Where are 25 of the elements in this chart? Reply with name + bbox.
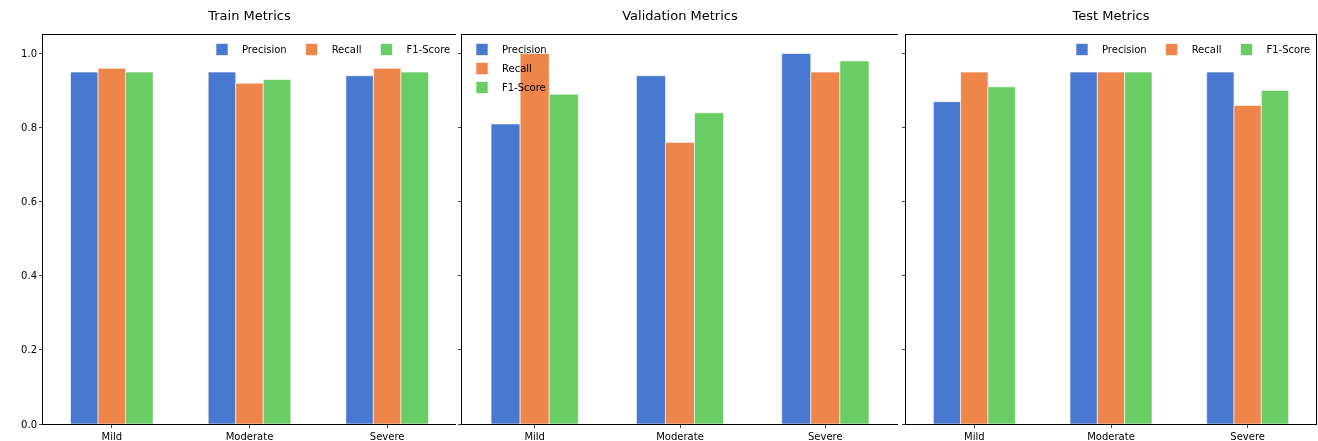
legend-label: Precision xyxy=(502,44,547,56)
x-tick-label: Mild xyxy=(964,431,985,441)
legend-label: Recall xyxy=(1191,44,1222,56)
legend-label: Precision xyxy=(242,44,287,56)
x-tick-label: Severe xyxy=(369,431,405,441)
x-tick-label: Moderate xyxy=(656,431,704,441)
x-tick-label: Mild xyxy=(101,431,123,441)
y-tick-label: 0.0 xyxy=(21,418,37,430)
chart-title: Validation Metrics xyxy=(622,8,738,24)
y-tick-label: 0.4 xyxy=(21,270,37,282)
x-tick-label: Severe xyxy=(1230,431,1265,441)
y-tick-label: 0.8 xyxy=(21,122,37,134)
chart-title: Test Metrics xyxy=(1071,8,1150,24)
x-tick-label: Severe xyxy=(808,431,843,441)
x-tick-label: Moderate xyxy=(225,431,274,441)
y-tick-label: 0.6 xyxy=(21,196,37,208)
legend-label: F1-Score xyxy=(406,44,451,56)
y-tick-label: 0.2 xyxy=(21,344,37,356)
legend-label: Precision xyxy=(1102,44,1147,56)
chart-title: Train Metrics xyxy=(207,8,291,24)
x-tick-label: Moderate xyxy=(1087,431,1135,441)
x-tick-label: Mild xyxy=(524,431,545,441)
legend-label: Recall xyxy=(331,44,362,56)
legend-label: F1-Score xyxy=(1266,44,1311,56)
y-tick-label: 1.0 xyxy=(21,48,37,60)
